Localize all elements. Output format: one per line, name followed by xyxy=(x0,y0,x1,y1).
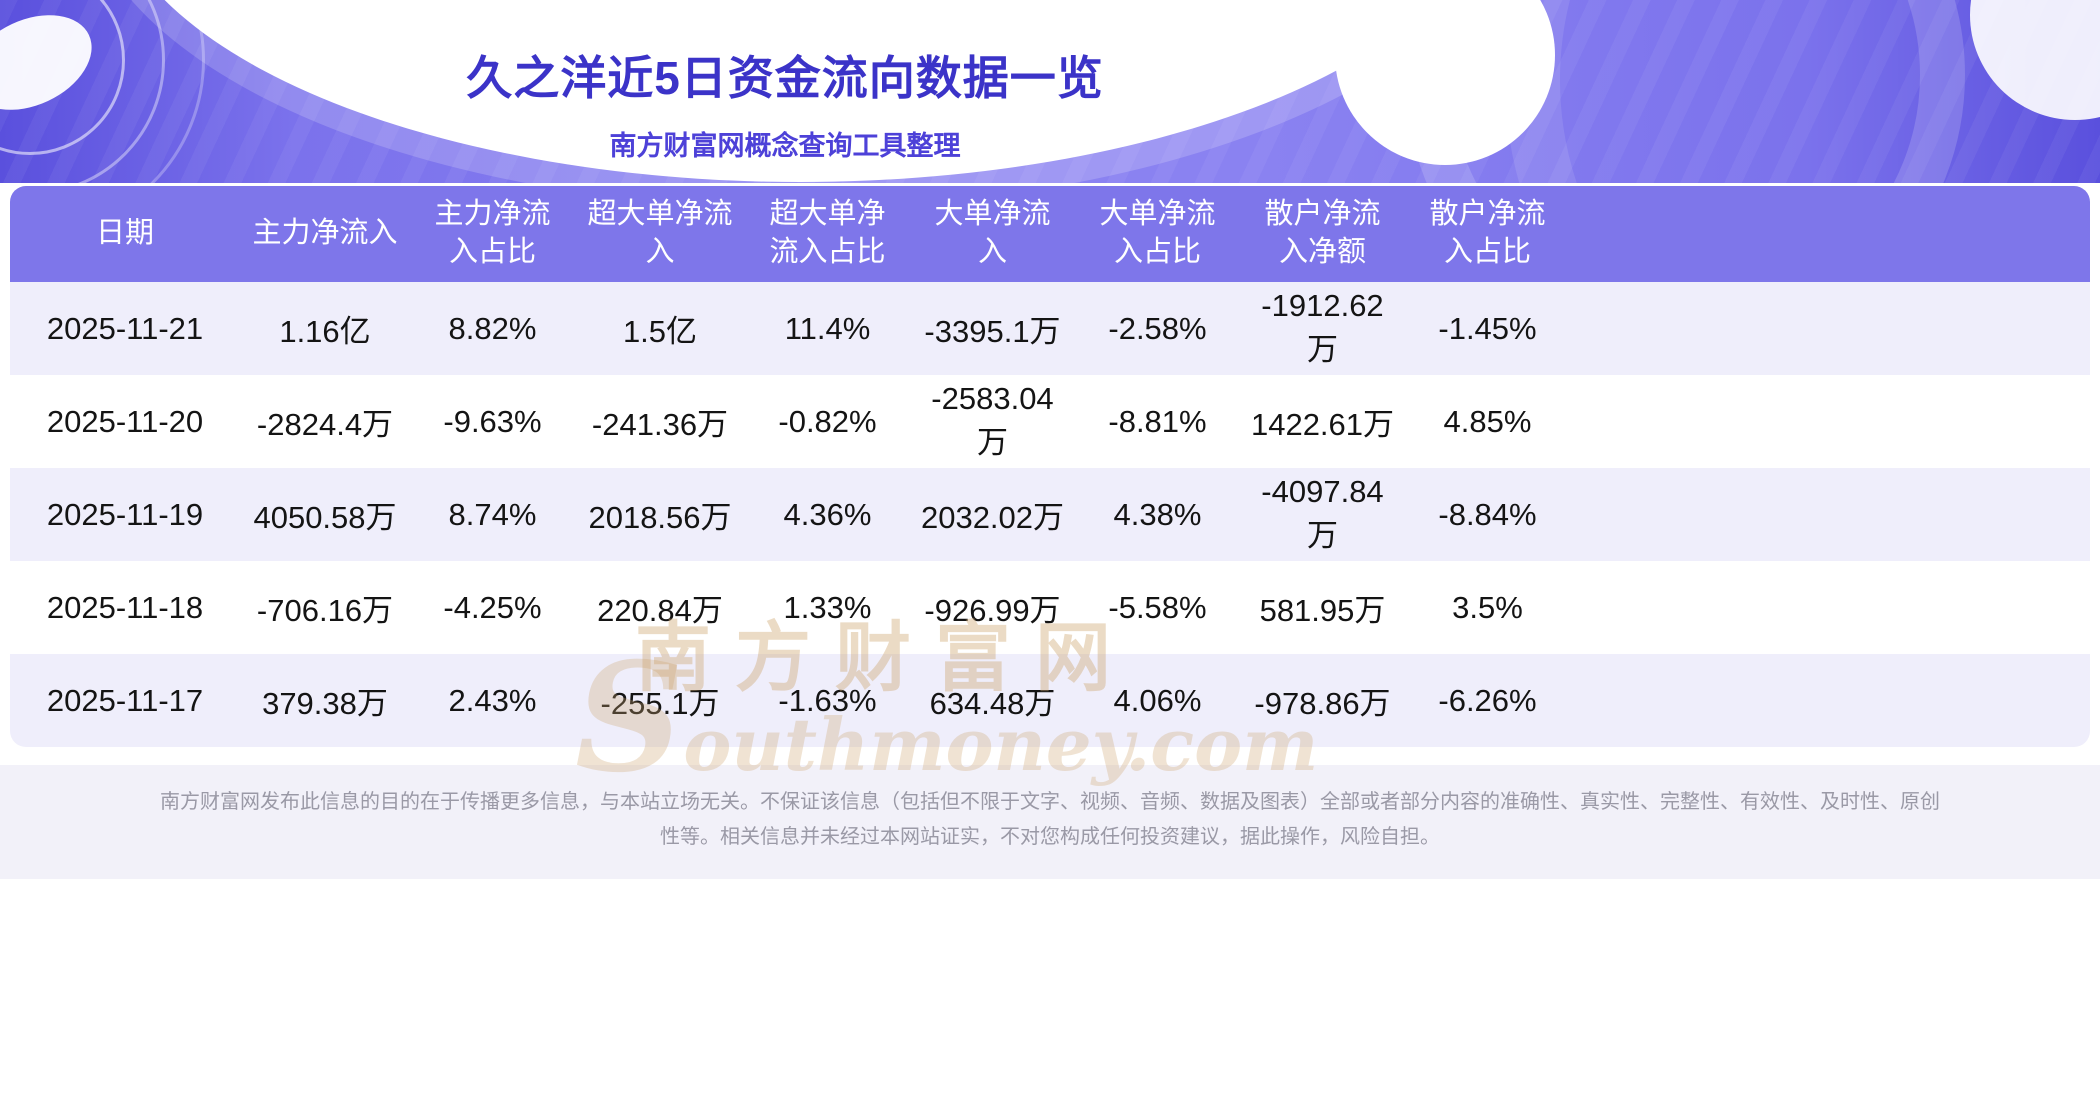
value-cell: 4.38% xyxy=(1113,496,1202,532)
value-cell: 4.36% xyxy=(783,496,872,532)
date-cell: 2025-11-19 xyxy=(46,496,204,532)
table-row: 2025-11-19 4050.58万 8.74% 2018.56万 4.36% 2032… xyxy=(10,468,2090,561)
value-cell: 2.43% xyxy=(448,682,537,718)
disclaimer-text: 南方财富网发布此信息的目的在于传播更多信息，与本站立场无关。不保证该信息（包括但… xyxy=(160,791,1940,848)
value-cell: 634.48万 xyxy=(929,686,1056,721)
value-cell: -1912.62万 xyxy=(1261,288,1384,367)
value-cell: 1.5亿 xyxy=(622,314,698,349)
value-cell: 220.84万 xyxy=(597,593,723,628)
date-cell: 2025-11-17 xyxy=(46,682,204,718)
column-header: 超大单净流入 xyxy=(575,186,745,282)
value-cell: 1422.61万 xyxy=(1250,407,1395,442)
value-cell: -706.16万 xyxy=(256,593,394,628)
row-spacer xyxy=(1570,375,2090,468)
value-cell: 11.4% xyxy=(784,310,871,346)
table-body: 2025-11-21 1.16亿 8.82% 1.5亿 11.4% -3395.1万 -2.… xyxy=(10,282,2090,747)
date-cell: 2025-11-20 xyxy=(46,403,204,439)
value-cell: -255.1万 xyxy=(600,686,720,721)
date-cell: 2025-11-21 xyxy=(46,310,204,346)
column-header: 散户净流入净额 xyxy=(1240,186,1405,282)
value-cell: -1.45% xyxy=(1438,310,1537,346)
value-cell: 8.74% xyxy=(448,496,537,532)
value-cell: 4.06% xyxy=(1113,682,1202,718)
date-cell: 2025-11-18 xyxy=(46,589,204,625)
value-cell: 1.16亿 xyxy=(279,314,371,349)
column-header: 大单净流入占比 xyxy=(1075,186,1240,282)
row-spacer xyxy=(1570,282,2090,375)
header-center: 久之洋近5日资金流向数据一览 南方财富网概念查询工具整理 xyxy=(0,0,1570,163)
page-title: 久之洋近5日资金流向数据一览 xyxy=(466,52,1104,104)
column-header: 日期 xyxy=(10,186,240,282)
value-cell: 4050.58万 xyxy=(253,500,397,535)
value-cell: -8.84% xyxy=(1438,496,1537,532)
column-header: 主力净流入占比 xyxy=(410,186,575,282)
value-cell: -2.58% xyxy=(1108,310,1207,346)
column-header: 大单净流入 xyxy=(910,186,1075,282)
table-row: 2025-11-20 -2824.4万 -9.63% -241.36万 -0.82% -2… xyxy=(10,375,2090,468)
value-cell: 2032.02万 xyxy=(920,500,1065,535)
table-header-row: 日期 主力净流入 主力净流入占比 超大单净流入 超大单净流入占比 大单净流入 大单净流入占比… xyxy=(10,186,2090,282)
table-row: 2025-11-18 -706.16万 -4.25% 220.84万 1.33% -926… xyxy=(10,561,2090,654)
fund-flow-section: 日期 主力净流入 主力净流入占比 超大单净流入 超大单净流入占比 大单净流入 大单净流入占比… xyxy=(0,186,2100,806)
value-cell: -1.63% xyxy=(778,682,877,718)
value-cell: -5.58% xyxy=(1108,589,1207,625)
value-cell: -978.86万 xyxy=(1254,686,1391,721)
column-header: 主力净流入 xyxy=(240,186,410,282)
page-subtitle: 南方财富网概念查询工具整理 xyxy=(609,131,961,161)
value-cell: -241.36万 xyxy=(591,407,729,442)
header-spacer xyxy=(1570,186,2090,282)
value-cell: 1.33% xyxy=(783,589,872,625)
value-cell: -926.99万 xyxy=(924,593,1061,628)
page-header: 久之洋近5日资金流向数据一览 南方财富网概念查询工具整理 xyxy=(0,0,2100,183)
row-spacer xyxy=(1570,654,2090,747)
value-cell: -6.26% xyxy=(1438,682,1537,718)
value-cell: -3395.1万 xyxy=(924,314,1061,349)
value-cell: 8.82% xyxy=(448,310,537,346)
value-cell: -2583.04万 xyxy=(931,381,1054,460)
fund-flow-table: 日期 主力净流入 主力净流入占比 超大单净流入 超大单净流入占比 大单净流入 大单净流入占比… xyxy=(10,186,2090,747)
table-row: 2025-11-17 379.38万 2.43% -255.1万 -1.63% 634.4… xyxy=(10,654,2090,747)
value-cell: -4.25% xyxy=(443,589,542,625)
value-cell: 379.38万 xyxy=(262,686,388,721)
row-spacer xyxy=(1570,561,2090,654)
value-cell: -9.63% xyxy=(443,403,542,439)
value-cell: 4.85% xyxy=(1443,403,1532,439)
row-spacer xyxy=(1570,468,2090,561)
value-cell: -8.81% xyxy=(1108,403,1207,439)
value-cell: -0.82% xyxy=(778,403,877,439)
value-cell: 581.95万 xyxy=(1259,593,1386,628)
disclaimer-footer: 南方财富网发布此信息的目的在于传播更多信息，与本站立场无关。不保证该信息（包括但… xyxy=(0,765,2100,879)
value-cell: 2018.56万 xyxy=(588,500,732,535)
column-header: 散户净流入占比 xyxy=(1405,186,1570,282)
value-cell: -2824.4万 xyxy=(256,407,394,442)
column-header: 超大单净流入占比 xyxy=(745,186,910,282)
value-cell: 3.5% xyxy=(1452,589,1523,625)
value-cell: -4097.84万 xyxy=(1261,474,1384,553)
table-row: 2025-11-21 1.16亿 8.82% 1.5亿 11.4% -3395.1万 -2.… xyxy=(10,282,2090,375)
